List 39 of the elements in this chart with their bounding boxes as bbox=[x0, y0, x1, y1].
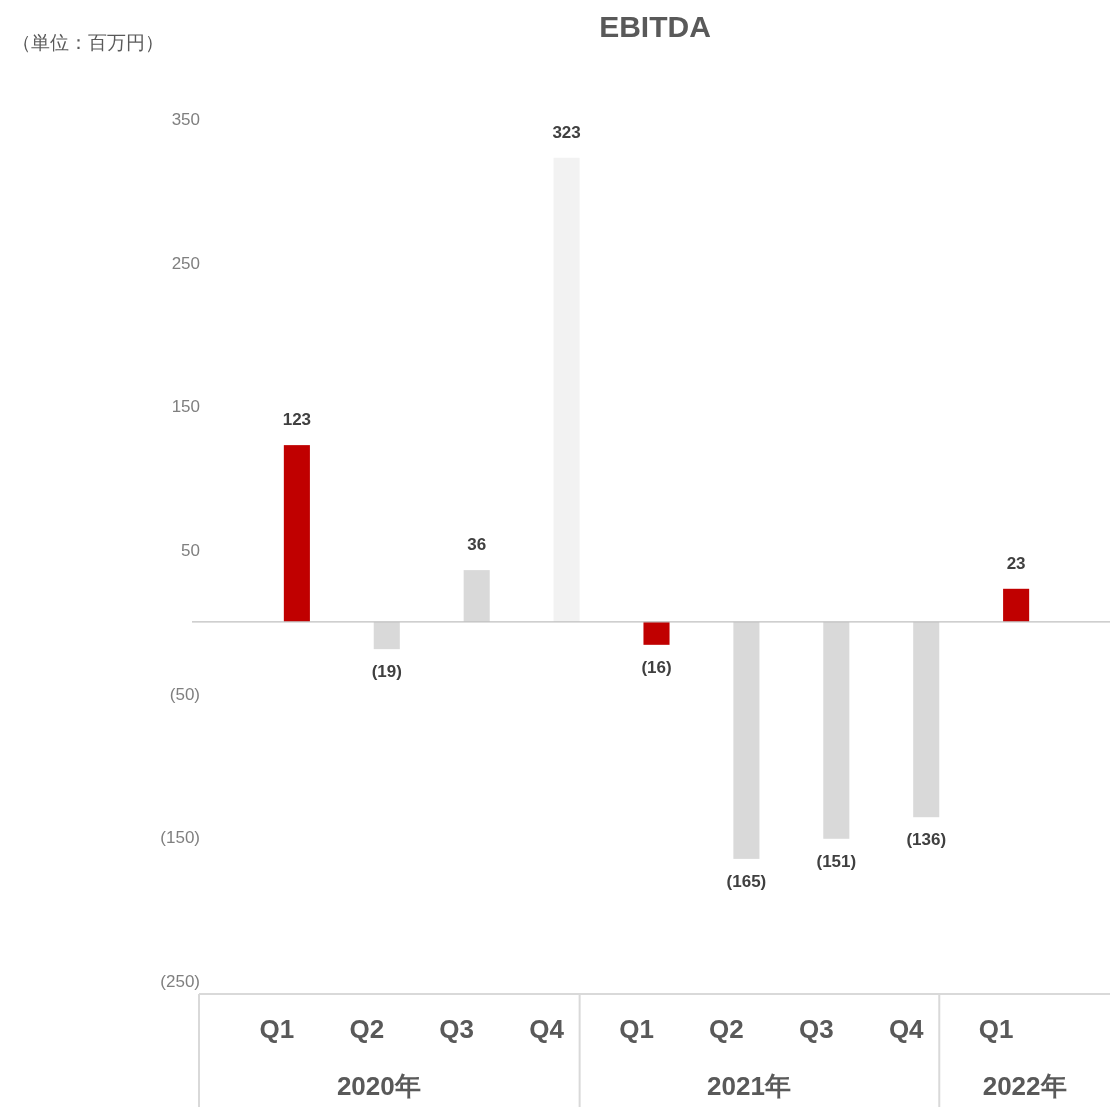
text: 2021年 bbox=[707, 1071, 791, 1101]
data-label: 123 bbox=[282, 410, 312, 430]
bar bbox=[913, 621, 940, 818]
text: 2022年 bbox=[982, 1071, 1067, 1101]
bar bbox=[1003, 588, 1030, 622]
y-tick-label: (50) bbox=[169, 684, 200, 704]
y-tick-label: 50 bbox=[181, 540, 200, 560]
data-label: (151) bbox=[816, 851, 857, 871]
x-tick-label: Q2 bbox=[349, 1014, 385, 1044]
bar bbox=[643, 621, 670, 645]
y-tick-label: 350 bbox=[171, 109, 200, 129]
data-label: 23 bbox=[1006, 553, 1026, 573]
bar bbox=[733, 621, 760, 859]
data-label: (19) bbox=[371, 662, 402, 682]
y-tick-label: 150 bbox=[171, 397, 200, 417]
data-label: (16) bbox=[641, 657, 672, 677]
x-tick-label: Q1 bbox=[259, 1014, 295, 1044]
y-tick-label: (250) bbox=[160, 971, 200, 991]
bar bbox=[553, 157, 580, 622]
x-tick-label: Q3 bbox=[798, 1014, 834, 1044]
bar bbox=[373, 621, 400, 650]
x-tick-label: Q4 bbox=[529, 1014, 565, 1044]
y-tick-label: (150) bbox=[160, 828, 200, 848]
data-label: 36 bbox=[467, 535, 487, 555]
x-tick-label: Q4 bbox=[888, 1014, 925, 1044]
x-tick-label: Q1 bbox=[619, 1014, 654, 1044]
bar bbox=[823, 621, 850, 839]
text: 2020年 bbox=[336, 1071, 421, 1101]
y-tick-label: 250 bbox=[171, 253, 200, 273]
bar bbox=[463, 570, 490, 622]
data-label: 323 bbox=[552, 122, 581, 142]
y-axis-title: （単位：百万円） bbox=[12, 32, 164, 53]
x-tick-label: Q3 bbox=[439, 1014, 475, 1044]
data-label: (136) bbox=[906, 830, 947, 850]
bar bbox=[283, 445, 310, 622]
x-tick-label: Q2 bbox=[709, 1014, 744, 1044]
chart-title: EBITDA bbox=[599, 10, 711, 43]
x-tick-label: Q1 bbox=[978, 1014, 1014, 1044]
data-label: (165) bbox=[726, 871, 767, 891]
